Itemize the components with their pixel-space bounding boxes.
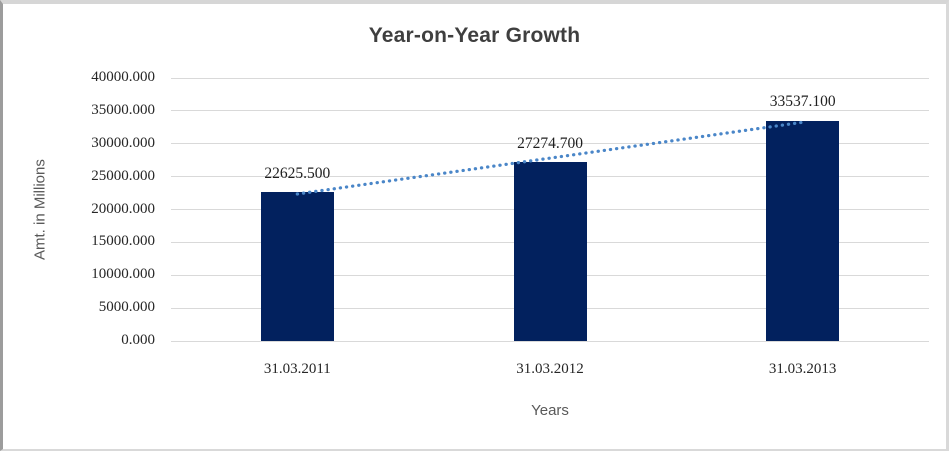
- chart-title: Year-on-Year Growth: [368, 24, 581, 47]
- y-tick-label: 25000.000: [91, 167, 155, 184]
- x-tick-label: 31.03.2012: [516, 361, 584, 377]
- gridline: [171, 77, 929, 79]
- y-tick-label: 0.000: [121, 332, 155, 348]
- data-label: 27274.700: [517, 134, 583, 152]
- trendline: [295, 120, 805, 196]
- plot-area: [171, 77, 929, 342]
- gridline: [171, 143, 929, 145]
- y-tick-label: 40000.000: [91, 69, 155, 85]
- data-label: 33537.100: [769, 93, 836, 111]
- x-tick-label: 31.03.2013: [768, 361, 837, 377]
- y-tick-label: 15000.000: [91, 233, 155, 250]
- data-label: 22625.500: [264, 165, 331, 183]
- y-tick-label: 5000.000: [98, 299, 155, 316]
- y-tick-label: 10000.000: [91, 266, 155, 283]
- bar-31.03.2012: [513, 161, 587, 341]
- x-axis-title: Years: [531, 402, 569, 419]
- gridline: [171, 110, 929, 112]
- y-tick-label: 35000.000: [91, 101, 155, 118]
- y-tick-label: 20000.000: [91, 200, 155, 217]
- x-tick-label: 31.03.2011: [263, 361, 331, 377]
- bar-31.03.2011: [260, 192, 334, 341]
- y-tick-label: 30000.000: [91, 134, 155, 151]
- gridline: [171, 340, 929, 342]
- bar-31.03.2013: [766, 120, 840, 341]
